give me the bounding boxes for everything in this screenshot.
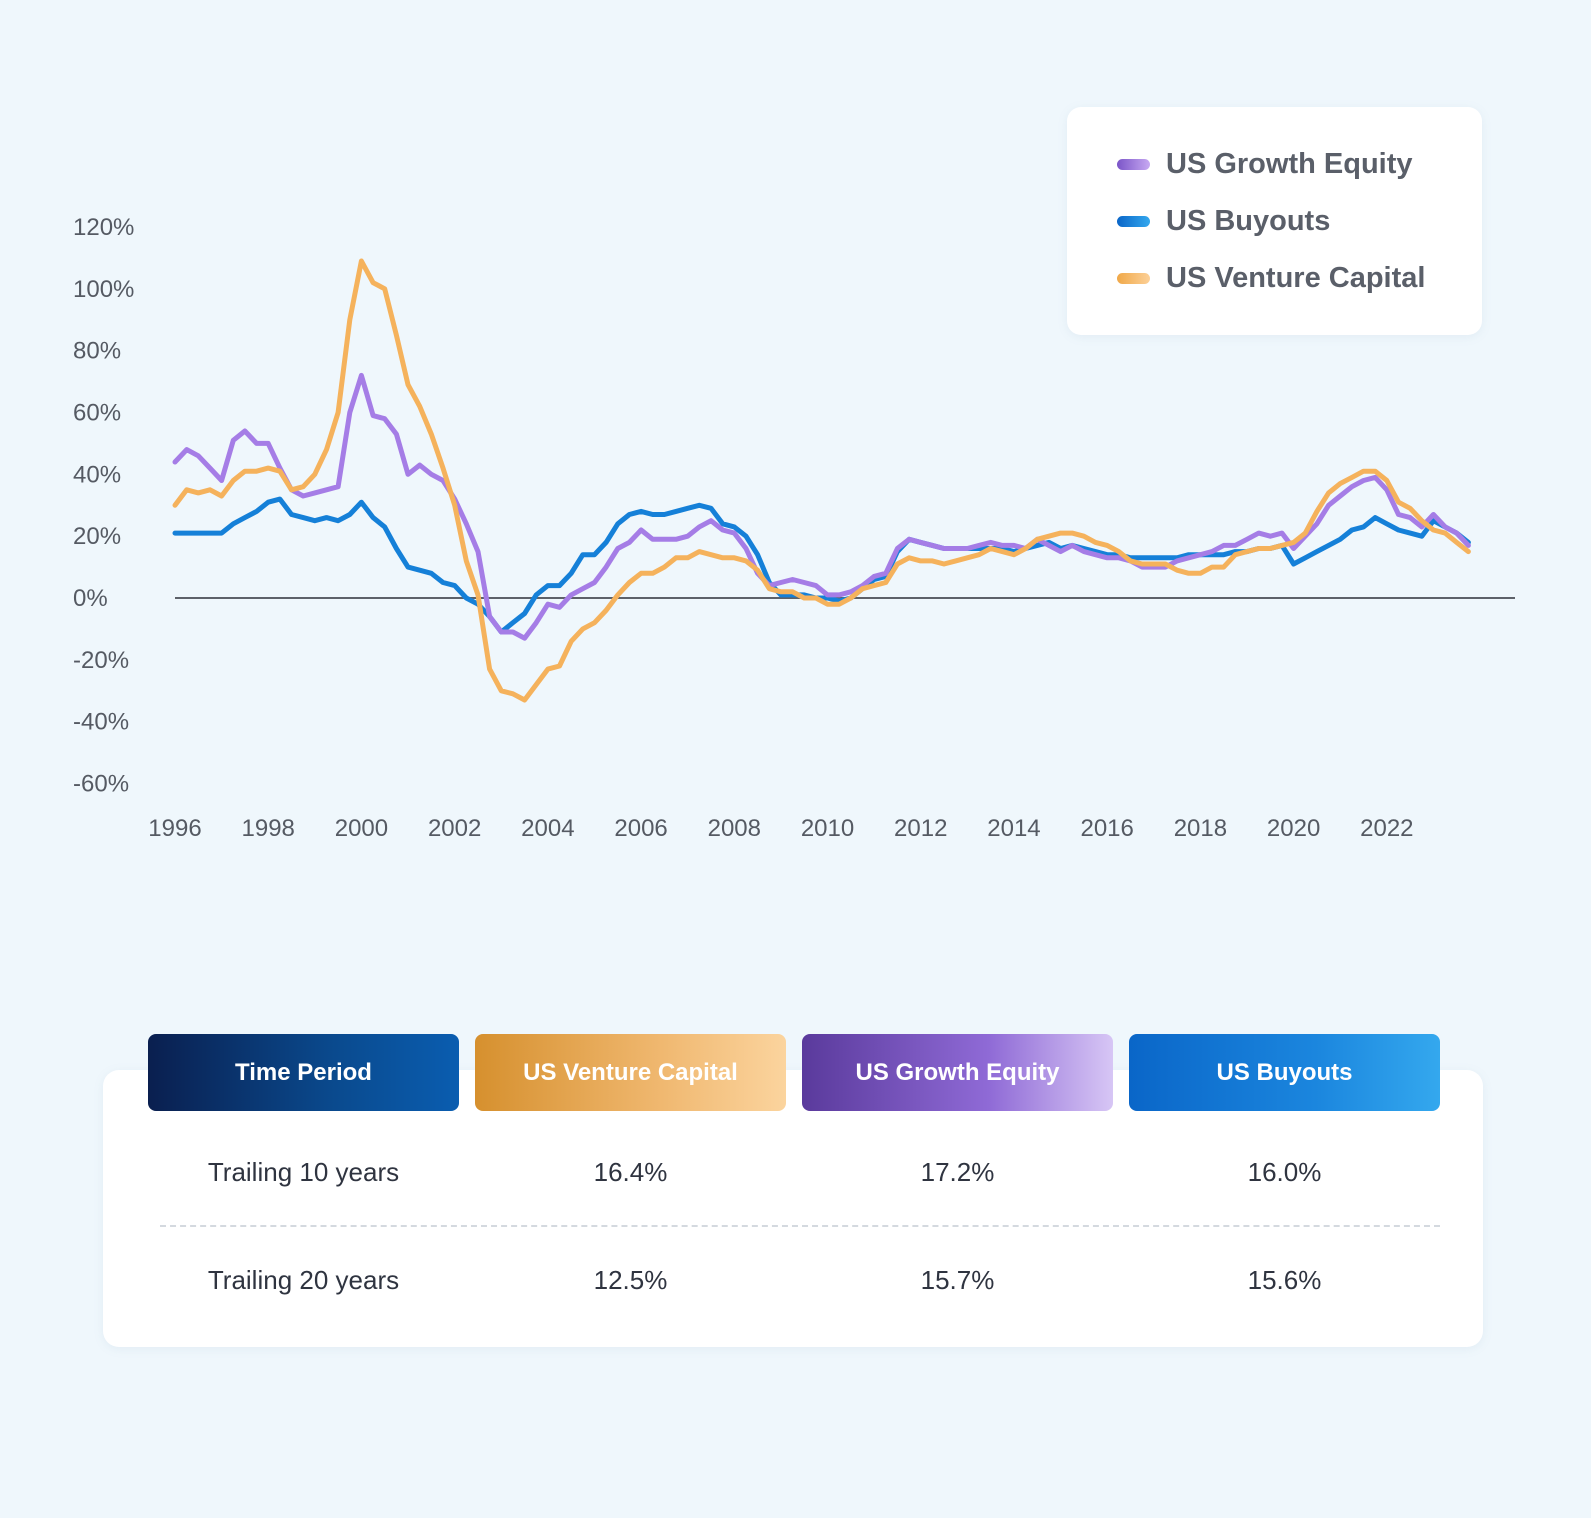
x-tick-label: 1996 [148,815,201,842]
row2-buyouts: 15.6% [1247,1264,1322,1295]
x-axis: 1996 1998 2000 2002 2004 2006 2008 2010 2012 2014… [148,815,1413,842]
y-tick-label: 20% [73,523,121,550]
series-line-us-buyouts [172,496,1471,635]
legend-swatch-growth-equity [1117,158,1150,170]
series-line-us-growth-equity [172,372,1471,641]
y-tick-label: -60% [73,771,129,798]
x-tick-label: 2004 [521,815,574,842]
row1-period: Trailing 10 years [207,1156,400,1187]
y-tick-label: 60% [73,400,121,427]
y-tick-label: 100% [73,276,134,303]
x-tick-label: 2018 [1174,815,1227,842]
y-tick-label: -20% [73,647,129,674]
header-venture-capital: US Venture Capital [475,1034,786,1111]
x-tick-label: 2016 [1080,815,1133,842]
series-line-us-venture-capital [172,258,1471,703]
chart-legend: US Growth Equity US Buyouts US Venture C… [1067,107,1482,335]
header-growth-equity: US Growth Equity [802,1034,1113,1111]
y-tick-label: 0% [73,585,108,612]
x-tick-label: 2002 [428,815,481,842]
legend-label-venture-capital: US Venture Capital [1166,261,1426,294]
x-tick-label: 2022 [1360,815,1413,842]
legend-label-buyouts: US Buyouts [1166,204,1331,237]
x-tick-label: 2010 [801,815,854,842]
header-buyouts: US Buyouts [1129,1034,1440,1111]
x-tick-label: 2000 [335,815,388,842]
y-tick-label: -40% [73,709,129,736]
y-tick-label: 40% [73,461,121,488]
y-tick-label: 80% [73,338,121,365]
legend-swatch-venture-capital [1117,272,1150,284]
row2-venture-capital: 12.5% [593,1264,668,1295]
legend-label-growth-equity: US Growth Equity [1166,147,1413,180]
row1-growth-equity: 17.2% [920,1156,995,1187]
y-axis: 120% 100% 80% 60% 40% 20% 0% -20% -40% -60% [73,214,134,798]
x-tick-label: 2008 [708,815,761,842]
x-tick-label: 2020 [1267,815,1320,842]
row2-period: Trailing 20 years [207,1264,400,1295]
row-divider [160,1225,1440,1227]
row1-venture-capital: 16.4% [593,1156,668,1187]
line-chart: 120%100%80%60%40%20%0%-20%-40%-60% 1996 1… [73,214,1515,842]
legend-item-growth-equity: US Growth Equity [1117,144,1413,184]
row2-growth-equity: 15.7% [920,1264,995,1295]
returns-table-card [103,1070,1483,1347]
x-tick-label: 2006 [614,815,667,842]
y-tick-label: 120% [73,214,134,241]
x-tick-label: 1998 [242,815,295,842]
header-time-period: Time Period [148,1034,459,1111]
row1-buyouts: 16.0% [1247,1156,1322,1187]
series-layer [172,258,1471,703]
legend-item-venture-capital: US Venture Capital [1117,258,1425,298]
legend-swatch-buyouts [1117,215,1150,227]
x-tick-label: 2012 [894,815,947,842]
legend-item-buyouts: US Buyouts [1117,201,1330,241]
x-tick-label: 2014 [987,815,1040,842]
